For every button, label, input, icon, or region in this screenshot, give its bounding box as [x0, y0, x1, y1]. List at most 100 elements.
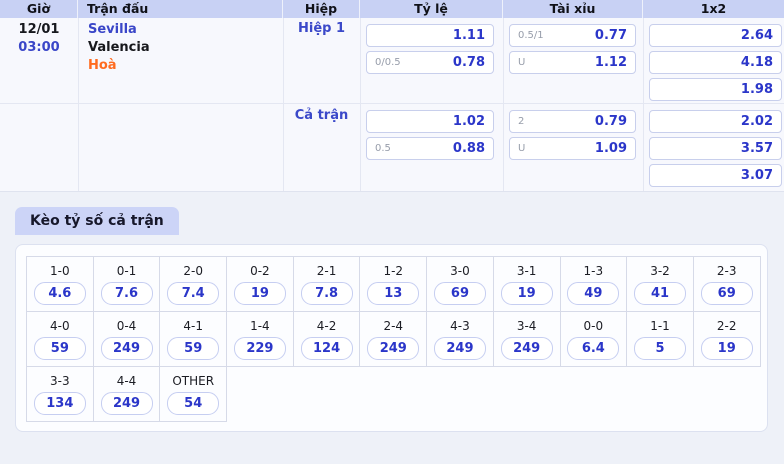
- score-odds-button[interactable]: 54: [167, 392, 220, 415]
- score-cell: 3-0 69: [427, 257, 494, 312]
- score-cell: 4-3 249: [427, 312, 494, 367]
- odds-value: 1.11: [452, 28, 485, 43]
- score-cell: 2-0 7.4: [160, 257, 228, 312]
- odds-value: 1.12: [594, 55, 627, 70]
- score-cell: 3-3 134: [27, 367, 94, 422]
- odds-value: 3.07: [740, 168, 773, 183]
- odds-h1-under[interactable]: U 1.12: [509, 51, 636, 74]
- score-odds-button[interactable]: 249: [100, 337, 153, 360]
- score-cell: 2-2 19: [693, 312, 761, 367]
- score-cell: 4-4 249: [93, 367, 161, 422]
- score-label: 4-2: [316, 319, 337, 333]
- score-odds-button[interactable]: 59: [33, 337, 86, 360]
- column-divider: [283, 18, 284, 191]
- score-label: 1-4: [250, 319, 270, 333]
- score-odds-button[interactable]: 5: [634, 337, 687, 360]
- score-cell: 0-2 19: [227, 257, 294, 312]
- col-header-1x2: 1x2: [700, 1, 727, 16]
- score-odds-button[interactable]: 19: [233, 282, 286, 305]
- odds-table: Giờ Trận đấu Hiệp Tỷ lệ Tài xỉu 1x2 12/0…: [0, 0, 784, 192]
- score-cell: 4-2 124: [293, 312, 361, 367]
- score-cell: 1-4 229: [227, 312, 294, 367]
- score-odds-button[interactable]: 6.4: [567, 337, 620, 360]
- odds-h1-1x2-away[interactable]: 1.98: [649, 78, 782, 101]
- match-date: 12/01: [18, 22, 60, 37]
- score-odds-button[interactable]: 49: [567, 282, 620, 305]
- score-label: 0-2: [250, 264, 270, 278]
- score-odds-button[interactable]: 59: [167, 337, 220, 360]
- score-cell: 1-0 4.6: [27, 257, 94, 312]
- odds-ft-under[interactable]: U 1.09: [509, 137, 636, 160]
- handicap-value: 0.5/1: [518, 30, 544, 41]
- section-label-full-match: Cả trận: [294, 108, 349, 123]
- odds-ft-1x2-draw[interactable]: 3.57: [649, 137, 782, 160]
- odds-value: 2.02: [740, 114, 773, 129]
- score-odds-button[interactable]: 249: [100, 392, 153, 415]
- odds-ft-1x2-home[interactable]: 2.02: [649, 110, 782, 133]
- tab-correct-score[interactable]: Kèo tỷ số cả trận: [15, 207, 179, 235]
- handicap-value: U: [518, 57, 526, 68]
- score-cell: 1-3 49: [560, 257, 628, 312]
- score-odds-button[interactable]: 124: [300, 337, 353, 360]
- score-label: OTHER: [172, 374, 215, 388]
- score-odds-button[interactable]: 7.6: [100, 282, 153, 305]
- score-odds-button[interactable]: 229: [233, 337, 286, 360]
- column-divider: [78, 18, 79, 191]
- score-label: 2-4: [383, 319, 404, 333]
- odds-value: 0.88: [452, 141, 485, 156]
- score-odds-button[interactable]: 13: [367, 282, 420, 305]
- odds-h1-1x2-draw[interactable]: 4.18: [649, 51, 782, 74]
- score-odds-button[interactable]: 249: [500, 337, 553, 360]
- odds-value: 2.64: [740, 28, 773, 43]
- odds-ft-over[interactable]: 2 0.79: [509, 110, 636, 133]
- score-cell: 3-4 249: [493, 312, 561, 367]
- score-label: 4-0: [50, 319, 70, 333]
- odds-value: 0.78: [452, 55, 485, 70]
- score-label: 2-3: [716, 264, 737, 278]
- score-cell: 2-4 249: [360, 312, 428, 367]
- score-label: 2-1: [316, 264, 337, 278]
- odds-ft-handicap-2[interactable]: 0.5 0.88: [366, 137, 494, 160]
- score-label: 1-3: [583, 264, 604, 278]
- score-odds-button[interactable]: 19: [500, 282, 553, 305]
- col-header-time: Giờ: [0, 0, 78, 18]
- odds-value: 1.09: [594, 141, 627, 156]
- score-label: 2-2: [716, 319, 737, 333]
- score-odds-button[interactable]: 41: [634, 282, 687, 305]
- col-header-match: Trận đấu: [78, 0, 283, 18]
- score-odds-button[interactable]: 134: [33, 392, 86, 415]
- score-grid-row3: 3-3 134 4-4 249 OTHER 54: [26, 367, 228, 422]
- score-odds-button[interactable]: 249: [433, 337, 486, 360]
- score-cell: 0-0 6.4: [560, 312, 628, 367]
- odds-h1-handicap-1[interactable]: 1.11: [366, 24, 494, 47]
- odds-h1-over[interactable]: 0.5/1 0.77: [509, 24, 636, 47]
- match-link[interactable]: Sevilla Valencia Hoà: [88, 21, 150, 75]
- odds-ft-1x2-away[interactable]: 3.07: [649, 164, 782, 187]
- score-cell: 2-3 69: [693, 257, 761, 312]
- home-team-name[interactable]: Sevilla: [88, 22, 137, 37]
- score-label: 3-4: [516, 319, 537, 333]
- score-cell: 0-1 7.6: [93, 257, 161, 312]
- score-cell: 1-2 13: [360, 257, 428, 312]
- score-label: 3-0: [450, 264, 470, 278]
- odds-h1-1x2-home[interactable]: 2.64: [649, 24, 782, 47]
- score-odds-button[interactable]: 249: [367, 337, 420, 360]
- odds-table-header: Giờ Trận đấu Hiệp Tỷ lệ Tài xỉu 1x2: [0, 0, 784, 18]
- score-label: 4-4: [116, 374, 137, 388]
- score-odds-button[interactable]: 69: [700, 282, 753, 305]
- col-header-half: Hiệp: [283, 0, 360, 18]
- odds-value: 4.18: [740, 55, 773, 70]
- score-odds-button[interactable]: 19: [700, 337, 753, 360]
- score-cell: 0-4 249: [93, 312, 161, 367]
- away-team-name[interactable]: Valencia: [88, 40, 150, 55]
- score-cell: 3-2 41: [627, 257, 694, 312]
- handicap-value: U: [518, 143, 526, 154]
- score-odds-button[interactable]: 69: [433, 282, 486, 305]
- score-label: 3-3: [50, 374, 70, 388]
- score-label: 4-3: [450, 319, 470, 333]
- score-odds-button[interactable]: 7.8: [300, 282, 353, 305]
- odds-h1-handicap-2[interactable]: 0/0.5 0.78: [366, 51, 494, 74]
- score-odds-button[interactable]: 4.6: [33, 282, 86, 305]
- score-odds-button[interactable]: 7.4: [167, 282, 220, 305]
- odds-ft-handicap-1[interactable]: 1.02: [366, 110, 494, 133]
